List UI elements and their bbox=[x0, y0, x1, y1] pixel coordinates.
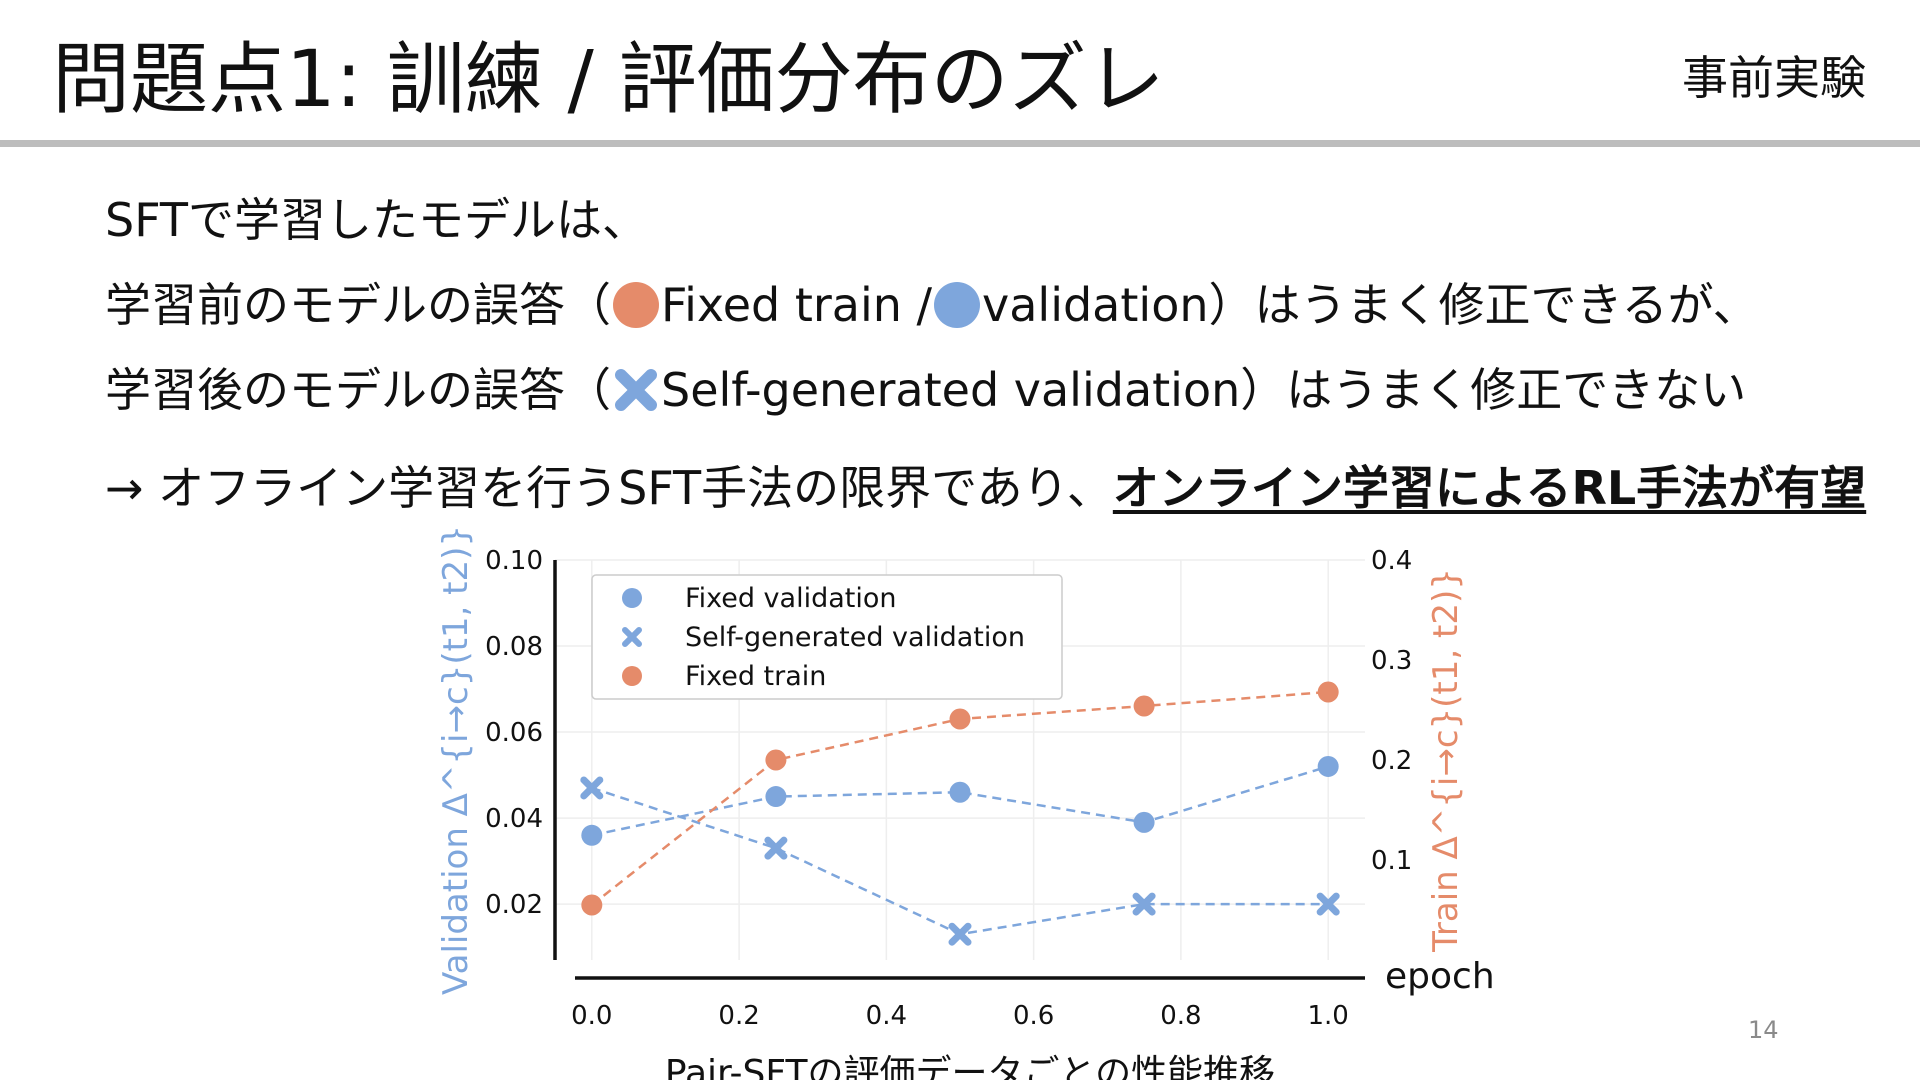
legend-label: Self-generated validation bbox=[685, 622, 1025, 653]
body-line-2-a: Fixed train / bbox=[661, 278, 933, 332]
body-line-2: 学習前のモデルの誤答（ Fixed train / validation）はうまく修… bbox=[105, 275, 1759, 335]
left-y-axis-label: Validation Δ^{i→c}(t1, t2)} bbox=[436, 525, 476, 995]
chart-caption: Pair-SFTの評価データごとの性能推移 bbox=[665, 1053, 1275, 1080]
circle-marker bbox=[581, 824, 603, 846]
body-line-2-b: validation）はうまく修正できるが、 bbox=[982, 278, 1759, 332]
x-tick-label: 1.0 bbox=[1308, 1001, 1349, 1031]
x-marker bbox=[764, 836, 788, 860]
body-line-1-text: SFTで学習したモデルは、 bbox=[105, 193, 648, 247]
body-line-3: 学習後のモデルの誤答（ Self-generated validation）はうま… bbox=[105, 360, 1746, 420]
section-tag: 事前実験 bbox=[1682, 51, 1866, 105]
x-axis-label: epoch bbox=[1385, 956, 1495, 997]
circle-marker bbox=[765, 749, 787, 771]
series-line-1 bbox=[591, 786, 1329, 936]
x-tick-label: 0.8 bbox=[1160, 1001, 1201, 1031]
circle-marker bbox=[949, 708, 971, 730]
body-line-1: SFTで学習したモデルは、 bbox=[105, 190, 648, 250]
body-line-4: → オフライン学習を行うSFT手法の限界であり、オンライン学習によるRL手法が有… bbox=[105, 458, 1866, 518]
blue-circle-icon bbox=[934, 282, 981, 328]
body-line-4-emphasis: オンライン学習によるRL手法が有望 bbox=[1112, 461, 1867, 515]
slide-title: 問題点1: 訓練 / 評価分布のズレ bbox=[52, 35, 1165, 125]
left-y-tick-label: 0.02 bbox=[485, 890, 543, 920]
circle-marker bbox=[1133, 695, 1155, 717]
page-number: 14 bbox=[1748, 1016, 1779, 1044]
x-marker bbox=[948, 922, 972, 946]
right-y-tick-label: 0.3 bbox=[1371, 646, 1412, 676]
left-y-tick-label: 0.04 bbox=[485, 804, 543, 834]
x-tick-label: 0.2 bbox=[718, 1001, 759, 1031]
legend-label: Fixed validation bbox=[685, 583, 896, 614]
title-divider bbox=[0, 140, 1920, 147]
left-y-tick-label: 0.10 bbox=[485, 546, 543, 576]
right-y-tick-label: 0.1 bbox=[1371, 846, 1412, 876]
circle-marker bbox=[581, 894, 603, 916]
orange-circle-icon bbox=[613, 282, 659, 328]
body-line-4-pre: → オフライン学習を行うSFT手法の限界であり、 bbox=[105, 461, 1113, 515]
right-y-axis-label: Train Δ^{i→c}(t1, t2)} bbox=[1426, 568, 1466, 953]
legend-x-marker bbox=[622, 627, 642, 647]
circle-marker bbox=[1317, 681, 1339, 703]
x-tick-label: 0.4 bbox=[866, 1001, 907, 1031]
x-marker bbox=[1316, 892, 1340, 916]
x-marker bbox=[1132, 892, 1156, 916]
body-line-3-a: Self-generated validation）はうまく修正できない bbox=[661, 363, 1747, 417]
right-y-tick-label: 0.4 bbox=[1371, 546, 1412, 576]
body-line-2-pre: 学習前のモデルの誤答（ bbox=[105, 278, 611, 332]
circle-marker bbox=[1133, 811, 1155, 833]
right-y-tick-label: 0.2 bbox=[1371, 746, 1412, 776]
x-tick-label: 0.0 bbox=[571, 1001, 612, 1031]
legend-label: Fixed train bbox=[685, 661, 826, 692]
legend-circle-marker bbox=[622, 666, 642, 686]
legend-circle-marker bbox=[622, 588, 642, 608]
circle-marker bbox=[949, 781, 971, 803]
x-marker bbox=[580, 776, 604, 800]
circle-marker bbox=[1317, 755, 1339, 777]
body-line-3-pre: 学習後のモデルの誤答（ bbox=[105, 363, 611, 417]
circle-marker bbox=[765, 786, 787, 808]
blue-x-icon bbox=[615, 369, 657, 411]
x-tick-label: 0.6 bbox=[1013, 1001, 1054, 1031]
left-y-tick-label: 0.06 bbox=[485, 718, 543, 748]
left-y-tick-label: 0.08 bbox=[485, 632, 543, 662]
legend-box bbox=[591, 574, 1063, 700]
